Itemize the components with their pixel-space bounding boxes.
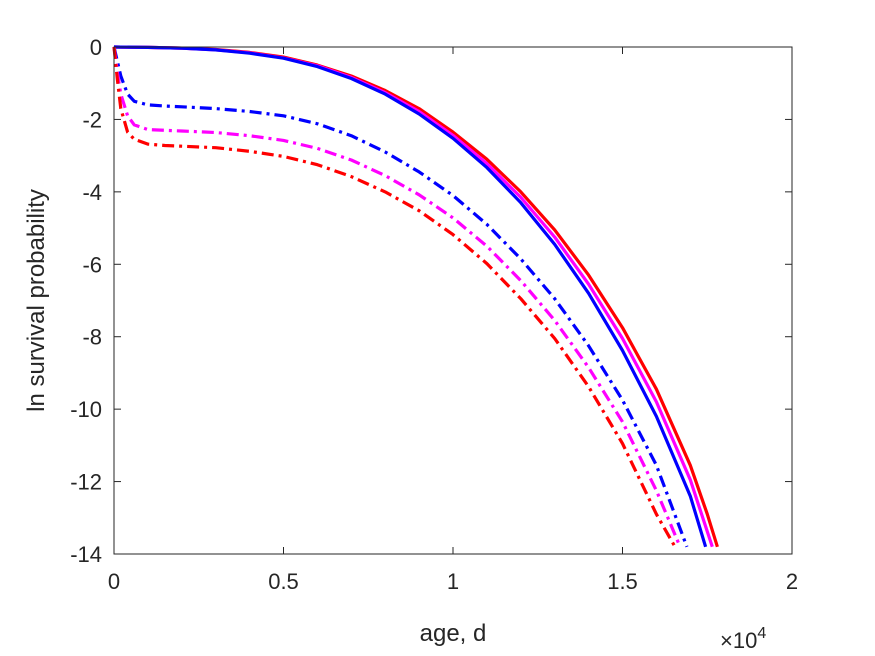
y-axis-ticks: 0 -2 -4 -6 -8 -10 -12 -14 (70, 35, 792, 567)
x-tick-label: 0.5 (268, 569, 299, 594)
y-tick-label: 0 (90, 35, 102, 60)
y-tick-label: -2 (82, 107, 102, 132)
x-tick-label: 2 (786, 569, 798, 594)
y-tick-label: -8 (82, 325, 102, 350)
x-tick-label: 1.5 (607, 569, 638, 594)
x-tick-label: 0 (108, 569, 120, 594)
x-axis-label: age, d (420, 620, 487, 647)
y-tick-label: -6 (82, 252, 102, 277)
plot-area (112, 45, 719, 548)
x-axis-exponent: ×104 (720, 625, 766, 653)
series-line-3 (113, 45, 708, 548)
y-axis-label: ln survival probability (23, 189, 50, 412)
x-axis-ticks: 0 0.5 1 1.5 2 (108, 47, 798, 594)
x-axis-exponent-power: 4 (757, 625, 766, 642)
y-tick-label: -12 (70, 470, 102, 495)
series-line-6 (112, 46, 677, 548)
x-tick-label: 1 (447, 569, 459, 594)
y-tick-label: -10 (70, 397, 102, 422)
series-line-5 (112, 46, 682, 548)
series-line-4 (112, 46, 689, 548)
y-tick-label: -14 (70, 542, 102, 567)
y-tick-label: -4 (82, 180, 102, 205)
x-axis-exponent-base: ×10 (720, 628, 757, 653)
